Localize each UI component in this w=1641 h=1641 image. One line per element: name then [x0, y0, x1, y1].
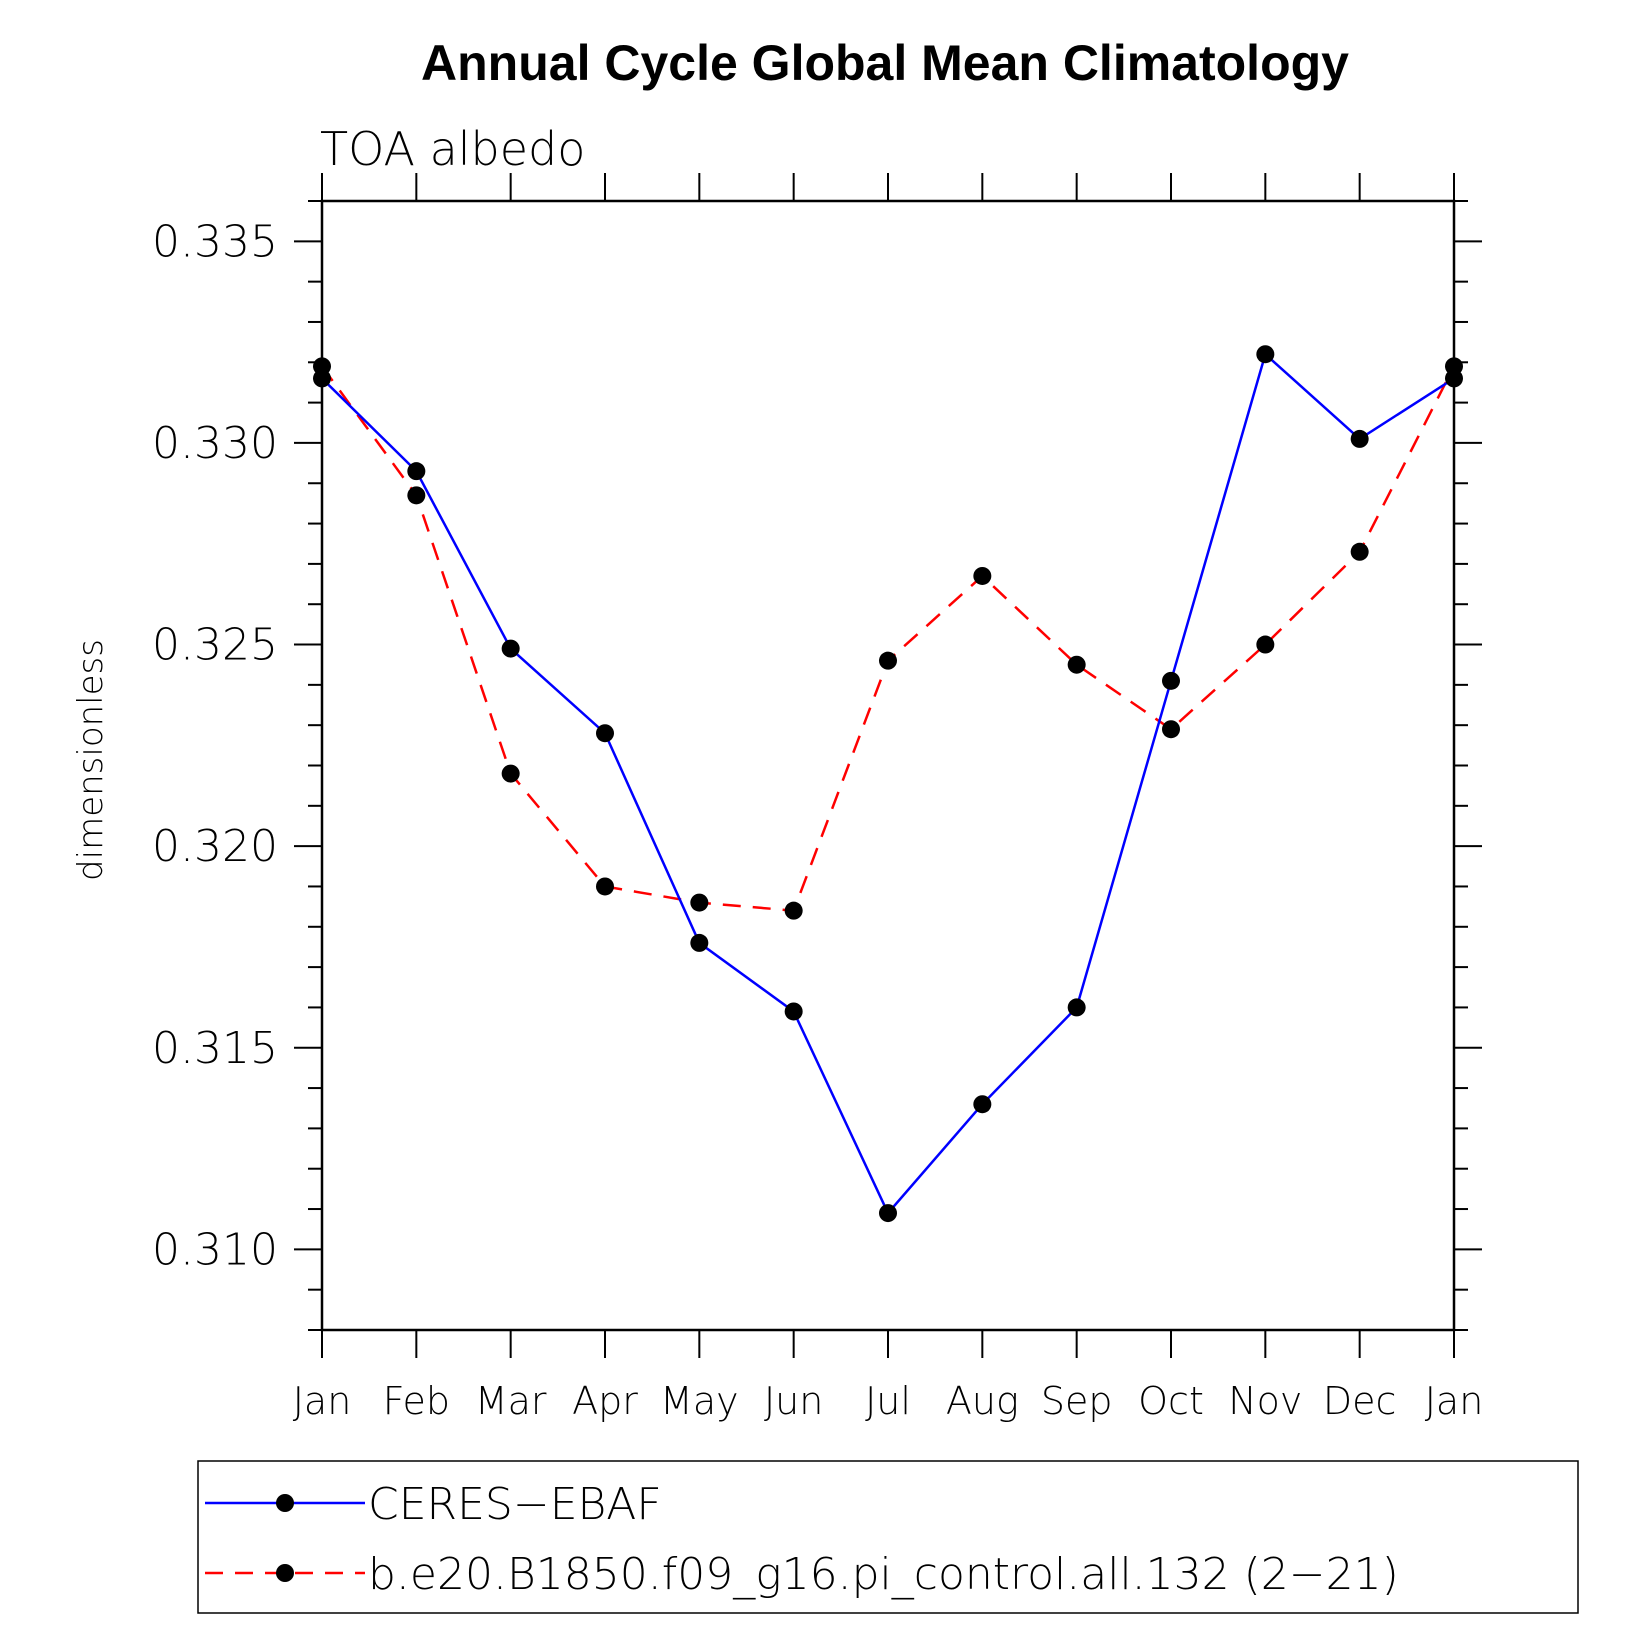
- data-point: [973, 566, 992, 585]
- y-tick-labels: 0.310 0.315 0.320 0.325 0.330 0.335: [152, 216, 278, 1275]
- x-tick-label: Apr: [572, 1379, 638, 1423]
- x-tick-label: Nov: [1228, 1379, 1302, 1423]
- x-tick-label: Jan: [1425, 1379, 1484, 1423]
- x-tick-label: Jan: [293, 1379, 352, 1423]
- series-line: [320, 365, 1456, 912]
- data-point: [1256, 635, 1275, 654]
- data-point: [1256, 345, 1275, 364]
- legend-label: b.e20.B1850.f09_g16.pi_control.all.132 (…: [368, 1549, 1399, 1600]
- chart-subtitle: TOA albedo: [320, 122, 585, 176]
- data-point: [407, 462, 426, 481]
- x-tick-label: May: [660, 1379, 739, 1423]
- data-point: [784, 901, 803, 920]
- y-tick-label: 0.310: [152, 1224, 278, 1275]
- legend-marker: [276, 1494, 294, 1512]
- data-point: [501, 764, 520, 783]
- y-axis-label: dimensionless: [71, 639, 111, 881]
- data-point: [690, 933, 709, 952]
- data-point: [1067, 998, 1086, 1017]
- data-point: [1162, 720, 1180, 739]
- x-tick-label: Aug: [946, 1379, 1019, 1423]
- data-point: [1162, 671, 1180, 690]
- data-point: [596, 724, 614, 743]
- legend-label: CERES−EBAF: [368, 1479, 662, 1530]
- data-point: [879, 1204, 897, 1223]
- x-tick-labels: Jan Feb Mar Apr May Jun Jul Aug Sep Oct Nov Dec Jan: [293, 1379, 1484, 1423]
- data-point: [596, 877, 614, 896]
- y-tick-label: 0.335: [152, 216, 278, 267]
- series-line: [321, 351, 1455, 1216]
- data-point: [1350, 429, 1369, 448]
- legend-marker: [276, 1564, 294, 1582]
- axis-ticks: [294, 173, 1482, 1358]
- x-tick-label: Jul: [865, 1379, 911, 1423]
- plot-frame: [320, 199, 1456, 1332]
- chart-title: Annual Cycle Global Mean Climatology: [421, 35, 1349, 91]
- y-tick-label: 0.330: [152, 418, 278, 469]
- x-tick-label: Dec: [1323, 1379, 1397, 1423]
- data-point: [501, 639, 520, 658]
- series-layer: [313, 345, 1463, 1223]
- data-point: [1067, 655, 1086, 674]
- y-tick-label: 0.325: [152, 620, 278, 671]
- data-point: [1350, 542, 1369, 561]
- data-point: [690, 893, 709, 912]
- legend: CERES−EBAF b.e20.B1850.f09_g16.pi_control…: [197, 1460, 1579, 1614]
- x-tick-label: Sep: [1041, 1379, 1113, 1423]
- legend-box: [197, 1460, 1579, 1614]
- data-point: [407, 486, 426, 505]
- data-point: [784, 1002, 803, 1021]
- x-tick-label: Oct: [1138, 1379, 1204, 1423]
- data-point: [973, 1095, 992, 1114]
- x-tick-label: Feb: [383, 1379, 450, 1423]
- y-tick-label: 0.315: [152, 1023, 278, 1074]
- legend-items: CERES−EBAF b.e20.B1850.f09_g16.pi_control…: [205, 1479, 1399, 1600]
- x-tick-label: Jun: [764, 1379, 823, 1423]
- data-point: [879, 651, 897, 670]
- x-tick-label: Mar: [475, 1379, 547, 1423]
- y-tick-label: 0.320: [152, 821, 278, 872]
